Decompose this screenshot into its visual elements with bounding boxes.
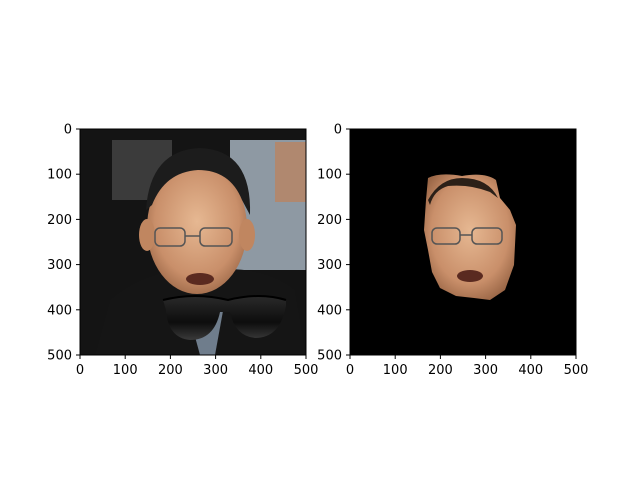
x-tick-label: 200 bbox=[158, 363, 183, 378]
y-tick-label: 100 bbox=[47, 168, 72, 183]
y-tick-label: 200 bbox=[47, 213, 72, 228]
y-tick-label: 300 bbox=[47, 258, 72, 273]
y-tick-label: 200 bbox=[317, 213, 342, 228]
x-tick-label: 100 bbox=[113, 363, 138, 378]
x-tick-label: 500 bbox=[564, 363, 589, 378]
ear-left bbox=[139, 219, 155, 251]
axes-left-frame bbox=[79, 128, 307, 356]
photo-image bbox=[80, 129, 306, 355]
x-tick-label: 0 bbox=[76, 363, 84, 378]
hair bbox=[146, 148, 251, 215]
x-tick-label: 400 bbox=[518, 363, 543, 378]
y-tick-label: 100 bbox=[317, 168, 342, 183]
y-tick-label: 500 bbox=[317, 349, 342, 364]
y-tick-label: 0 bbox=[334, 123, 342, 138]
eyeglass-left bbox=[154, 227, 186, 247]
y-tick-label: 300 bbox=[317, 258, 342, 273]
x-tick-label: 400 bbox=[248, 363, 273, 378]
x-tick-label: 300 bbox=[203, 363, 228, 378]
x-tick-label: 0 bbox=[346, 363, 354, 378]
axes-left: 0 100 200 300 400 500 0 100 200 300 400 500 bbox=[47, 123, 318, 379]
y-tick-label: 400 bbox=[317, 303, 342, 318]
mouth bbox=[186, 273, 214, 285]
y-tick-label: 0 bbox=[64, 123, 72, 138]
eyeglass-right bbox=[199, 227, 233, 247]
mask-image bbox=[350, 129, 576, 355]
axes-right-frame bbox=[349, 128, 577, 356]
face-cutout bbox=[424, 174, 516, 300]
x-tick-label: 200 bbox=[428, 363, 453, 378]
face bbox=[147, 162, 247, 294]
y-tick-label: 400 bbox=[47, 303, 72, 318]
axes-right-ticks: 0 100 200 300 400 500 0 100 200 300 400 500 bbox=[317, 123, 588, 379]
mouth bbox=[457, 270, 483, 282]
eyeglass-left bbox=[431, 227, 461, 245]
sunglasses bbox=[162, 295, 287, 340]
crowd-face bbox=[275, 142, 306, 202]
x-tick-label: 100 bbox=[383, 363, 408, 378]
sunglasses-lenses bbox=[163, 296, 286, 340]
axes-left-ticks: 0 100 200 300 400 500 0 100 200 300 400 500 bbox=[47, 123, 318, 379]
x-tick-label: 500 bbox=[294, 363, 319, 378]
eyeglass-right bbox=[471, 227, 503, 245]
ear-right bbox=[239, 219, 255, 251]
sunglasses-frame bbox=[162, 295, 287, 302]
axes-right: 0 100 200 300 400 500 0 100 200 300 400 500 bbox=[317, 123, 588, 379]
y-tick-label: 500 bbox=[47, 349, 72, 364]
hairline bbox=[428, 178, 498, 205]
x-tick-label: 300 bbox=[473, 363, 498, 378]
